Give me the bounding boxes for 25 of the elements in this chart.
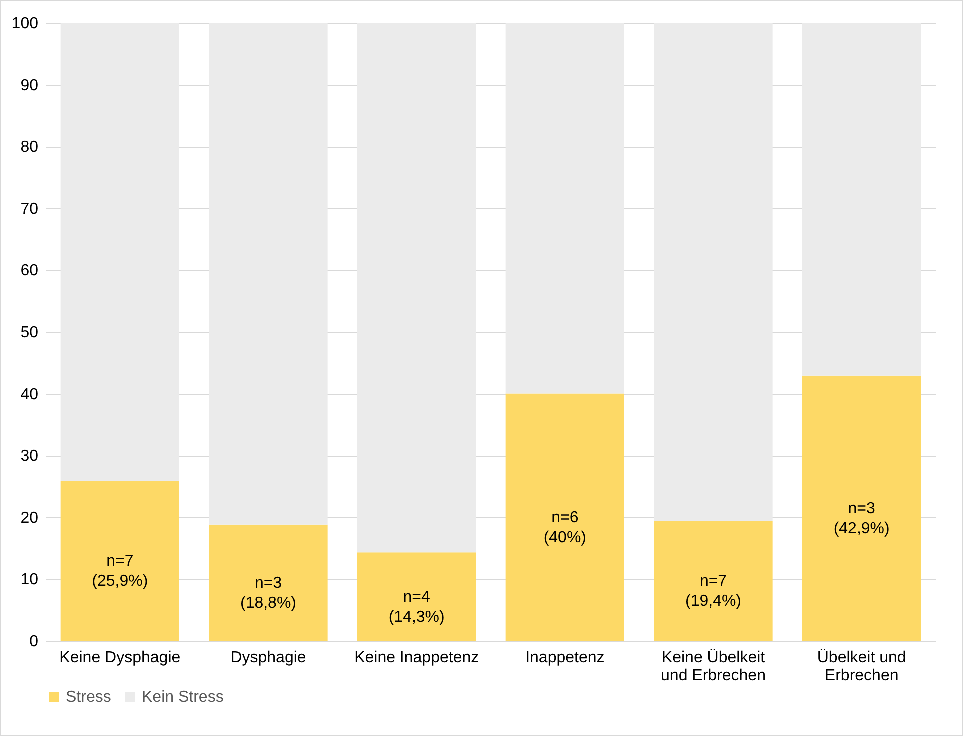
x-tick-label: Keine Dysphagie: [60, 650, 181, 666]
y-tick-label: 60: [20, 262, 39, 280]
x-tick-label: Keine Übelkeit und Erbrechen: [661, 648, 766, 684]
y-tick-label: 90: [20, 77, 39, 94]
legend-label: Kein Stress: [142, 689, 224, 706]
y-tick-label: 10: [20, 572, 39, 589]
data-label: n=7 (19,4%): [685, 573, 742, 610]
x-tick-label: Dysphagie: [230, 650, 306, 666]
y-tick-label: 30: [20, 448, 39, 466]
data-label: n=4 (14,3%): [388, 588, 445, 626]
data-label: n=3 (18,8%): [240, 574, 297, 612]
x-tick-label: Inappetenz: [526, 650, 605, 666]
y-tick-label: 0: [30, 634, 39, 650]
x-tick-label: Übelkeit und Erbrechen: [817, 648, 906, 684]
data-label: n=3 (42,9%): [834, 500, 890, 538]
y-tick-label: 50: [20, 324, 39, 342]
y-tick-label: 70: [20, 200, 39, 218]
y-tick-label: 20: [20, 510, 39, 527]
x-tick-label: Keine Inappetenz: [354, 650, 480, 666]
y-tick-label: 100: [12, 16, 39, 32]
y-tick-label: 40: [20, 386, 39, 404]
data-label: n=6 (40%): [544, 509, 587, 546]
legend-label: Stress: [66, 689, 112, 706]
data-label: n=7 (25,9%): [92, 552, 148, 590]
y-tick-label: 80: [20, 139, 39, 156]
